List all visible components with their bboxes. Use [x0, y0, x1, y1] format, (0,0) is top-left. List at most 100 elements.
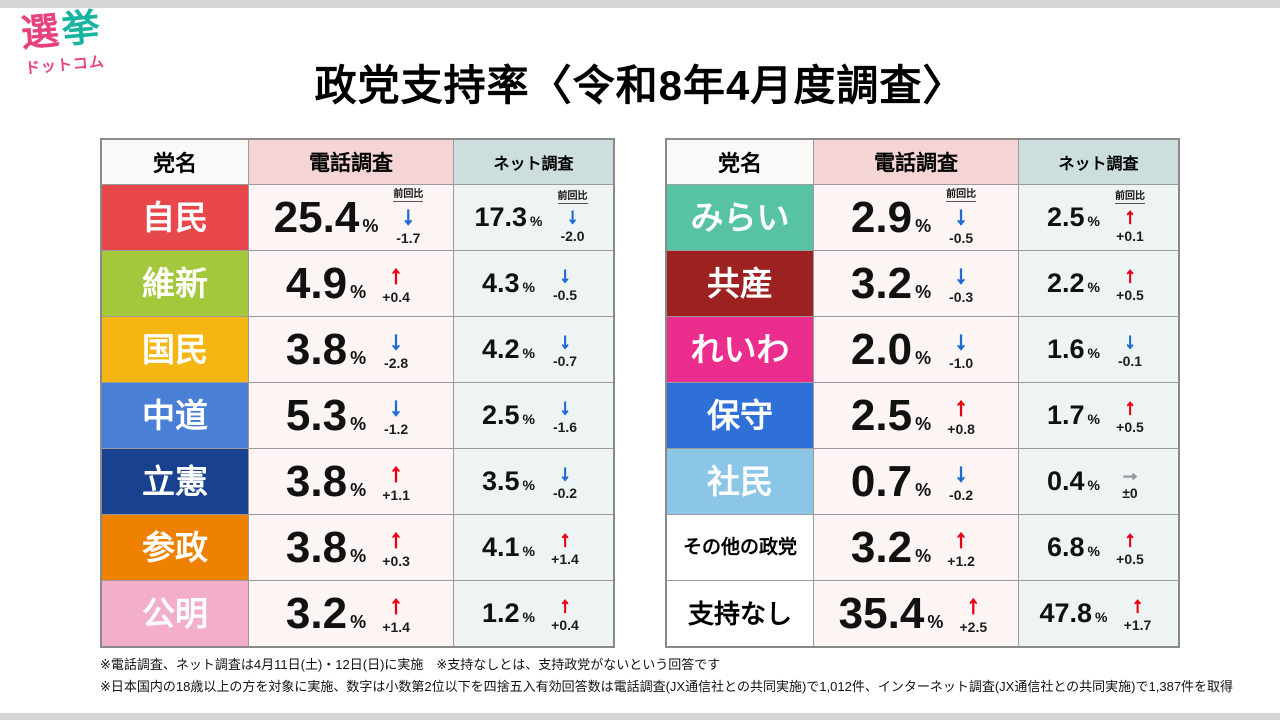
party-name-cell: 立憲 — [102, 449, 248, 514]
column-header-phone-survey: 電話調査 — [813, 140, 1018, 184]
change-vs-previous: +0.5 — [1116, 287, 1144, 303]
phone-survey-value: 2.5 — [850, 390, 913, 440]
change-vs-previous: +0.5 — [1116, 551, 1144, 567]
phone-survey-value: 35.4 — [838, 588, 925, 638]
net-value-group: 4.3 % — [482, 270, 535, 297]
net-change-block: 前回比 ↑ +1.4 — [545, 528, 585, 567]
party-name: 中道 — [142, 397, 208, 434]
trend-arrow-icon: ↑ — [954, 525, 968, 553]
phone-change-block: 前回比 ↓ -0.5 — [941, 190, 981, 245]
party-support-table-right: 党名 電話調査 ネット調査 みらい 2.9 % 前回比 ↓ -0.5 2.5 % — [665, 138, 1180, 648]
trend-arrow-icon: → — [1119, 462, 1141, 485]
change-vs-previous: -0.2 — [949, 487, 974, 503]
net-survey-value: 1.7 — [1047, 400, 1085, 430]
net-change-block: 前回比 ↓ -0.1 — [1110, 330, 1150, 369]
phone-survey-value-cell: 4.9 % 前回比 ↑ +0.4 — [248, 251, 453, 316]
phone-change-block: 前回比 ↓ -0.3 — [941, 262, 981, 304]
percent-unit: % — [915, 479, 932, 500]
net-survey-value-cell: 2.5 % 前回比 ↓ -1.6 — [453, 383, 613, 448]
party-name: その他の政党 — [682, 537, 797, 558]
percent-unit: % — [927, 611, 944, 632]
phone-value-group: 3.8 % — [286, 459, 366, 504]
party-name-cell: 中道 — [102, 383, 248, 448]
net-survey-value: 2.5 — [1047, 202, 1085, 232]
net-survey-value: 4.2 — [482, 334, 520, 364]
trend-arrow-icon: ↓ — [567, 205, 579, 228]
party-name-cell: 維新 — [102, 251, 248, 316]
phone-change-block: 前回比 ↑ +0.4 — [376, 262, 416, 305]
trend-arrow-icon: ↓ — [389, 393, 403, 421]
phone-survey-value-cell: 5.3 % 前回比 ↓ -1.2 — [248, 383, 453, 448]
table-row: 支持なし 35.4 % 前回比 ↑ +2.5 47.8 % 前回比 ↑ +1.7 — [667, 580, 1178, 646]
phone-survey-value-cell: 2.9 % 前回比 ↓ -0.5 — [813, 185, 1018, 250]
change-vs-previous: +1.7 — [1123, 617, 1152, 633]
net-survey-value: 47.8 — [1039, 598, 1093, 628]
net-survey-value-cell: 4.2 % 前回比 ↓ -0.7 — [453, 317, 613, 382]
phone-change-block: 前回比 ↓ -1.0 — [941, 328, 981, 371]
net-change-block: 前回比 ↑ +0.5 — [1110, 528, 1150, 567]
party-name: 国民 — [142, 331, 208, 368]
party-name-cell: 公明 — [102, 581, 248, 646]
net-survey-value: 4.1 — [482, 532, 520, 562]
phone-value-group: 5.3 % — [286, 393, 367, 438]
phone-value-group: 2.0 % — [851, 327, 931, 372]
party-support-table-left: 党名 電話調査 ネット調査 自民 25.4 % 前回比 ↓ -1.7 17.3 … — [100, 138, 615, 648]
party-name: 支持なし — [687, 598, 792, 629]
percent-unit: % — [522, 279, 535, 295]
phone-survey-value: 0.7 — [850, 456, 913, 506]
change-vs-previous: +0.4 — [382, 289, 410, 305]
trend-arrow-icon: ↓ — [1124, 330, 1136, 353]
change-vs-previous: -0.5 — [949, 230, 974, 246]
net-change-block: 前回比 ↑ +0.1 — [1110, 192, 1150, 243]
net-survey-value-cell: 4.1 % 前回比 ↑ +1.4 — [453, 515, 613, 580]
percent-unit: % — [350, 413, 367, 434]
net-survey-value: 0.4 — [1047, 466, 1085, 496]
net-change-block: 前回比 ↑ +0.4 — [545, 594, 585, 632]
table-row: 参政 3.8 % 前回比 ↑ +0.3 4.1 % 前回比 ↑ +1.4 — [102, 514, 613, 580]
percent-unit: % — [522, 477, 535, 493]
net-survey-value: 1.2 — [482, 598, 520, 628]
trend-arrow-icon: ↓ — [954, 202, 968, 230]
party-name-cell: みらい — [667, 185, 813, 250]
table-row: その他の政党 3.2 % 前回比 ↑ +1.2 6.8 % 前回比 ↑ +0.5 — [667, 514, 1178, 580]
net-survey-value-cell: 47.8 % 前回比 ↑ +1.7 — [1018, 581, 1178, 646]
percent-unit: % — [1087, 213, 1100, 229]
phone-survey-value: 3.2 — [850, 522, 913, 572]
percent-unit: % — [350, 281, 367, 302]
net-survey-value: 2.5 — [482, 400, 520, 430]
net-change-block: 前回比 ↑ +1.7 — [1118, 594, 1158, 633]
percent-unit: % — [350, 347, 367, 368]
trend-arrow-icon: ↓ — [559, 462, 571, 485]
phone-survey-value-cell: 2.5 % 前回比 ↑ +0.8 — [813, 383, 1018, 448]
change-vs-previous: +1.4 — [551, 551, 579, 567]
footnotes: ※電話調査、ネット調査は4月11日(土)・12日(日)に実施 ※支持なしとは、支… — [100, 654, 1240, 698]
net-change-block: 前回比 → ±0 — [1110, 462, 1150, 500]
change-vs-previous: +1.1 — [382, 487, 410, 503]
percent-unit: % — [350, 611, 367, 632]
trend-arrow-icon: ↑ — [1124, 264, 1136, 287]
change-vs-previous: -1.2 — [384, 421, 409, 437]
percent-unit: % — [1087, 345, 1100, 361]
change-vs-previous: -0.1 — [1117, 353, 1143, 369]
phone-survey-value-cell: 35.4 % 前回比 ↑ +2.5 — [813, 581, 1018, 646]
net-survey-value-cell: 3.5 % 前回比 ↓ -0.2 — [453, 449, 613, 514]
change-vs-previous: +0.3 — [382, 553, 410, 569]
table-header-row: 党名 電話調査 ネット調査 — [102, 140, 613, 184]
net-survey-value: 17.3 — [474, 202, 528, 232]
top-border-strip — [0, 0, 1280, 8]
phone-change-block: 前回比 ↑ +1.1 — [376, 460, 416, 503]
change-vs-previous: +2.5 — [959, 619, 988, 635]
change-vs-previous: -1.0 — [949, 355, 974, 371]
phone-change-block: 前回比 ↑ +0.8 — [941, 394, 981, 436]
phone-survey-value-cell: 3.2 % 前回比 ↑ +1.2 — [813, 515, 1018, 580]
net-value-group: 2.5 % — [482, 402, 535, 429]
table-row: 自民 25.4 % 前回比 ↓ -1.7 17.3 % 前回比 ↓ -2.0 — [102, 184, 613, 250]
table-row: 保守 2.5 % 前回比 ↑ +0.8 1.7 % 前回比 ↑ +0.5 — [667, 382, 1178, 448]
change-vs-previous: -0.5 — [552, 287, 578, 303]
party-name-cell: その他の政党 — [667, 515, 813, 580]
phone-value-group: 25.4 % — [274, 195, 379, 240]
party-name: れいわ — [690, 331, 790, 368]
phone-value-group: 3.2 % — [286, 591, 367, 636]
trend-arrow-icon: ↑ — [1124, 396, 1136, 419]
column-header-net-survey: ネット調査 — [1018, 140, 1178, 184]
